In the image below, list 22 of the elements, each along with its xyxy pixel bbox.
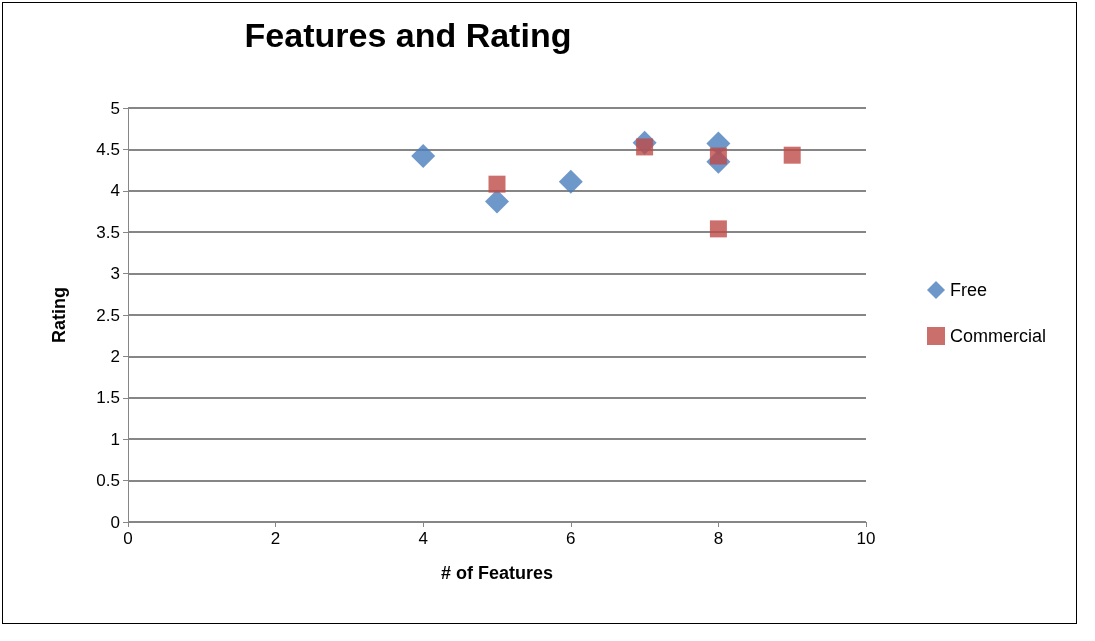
y-tick-label: 0.5 bbox=[96, 471, 120, 491]
x-tick-label: 2 bbox=[270, 529, 281, 548]
y-tick-label: 2 bbox=[110, 346, 120, 366]
y-axis-title: Rating bbox=[49, 287, 69, 343]
x-tick-label: 10 bbox=[856, 529, 876, 548]
chart-title: Features and Rating bbox=[244, 16, 572, 54]
y-tick-label: 2.5 bbox=[96, 305, 120, 325]
y-tick-label: 1 bbox=[110, 429, 120, 449]
y-tick-label: 4 bbox=[110, 181, 120, 201]
y-tick-label: 0 bbox=[110, 512, 120, 532]
y-tick-label: 4.5 bbox=[96, 139, 120, 159]
x-tick-label: 4 bbox=[418, 529, 428, 548]
y-tick-label: 1.5 bbox=[96, 388, 120, 408]
legend-label: Free bbox=[949, 280, 987, 300]
x-axis-title: # of Features bbox=[440, 563, 554, 583]
x-tick-label: 0 bbox=[123, 529, 133, 548]
x-tick-label: 8 bbox=[713, 529, 724, 548]
legend-label: Commercial bbox=[949, 326, 1046, 346]
y-tick-label: 3.5 bbox=[96, 222, 120, 242]
y-tick-label: 3 bbox=[110, 264, 120, 284]
x-tick-label: 6 bbox=[566, 529, 576, 548]
y-tick-label: 5 bbox=[110, 98, 120, 118]
